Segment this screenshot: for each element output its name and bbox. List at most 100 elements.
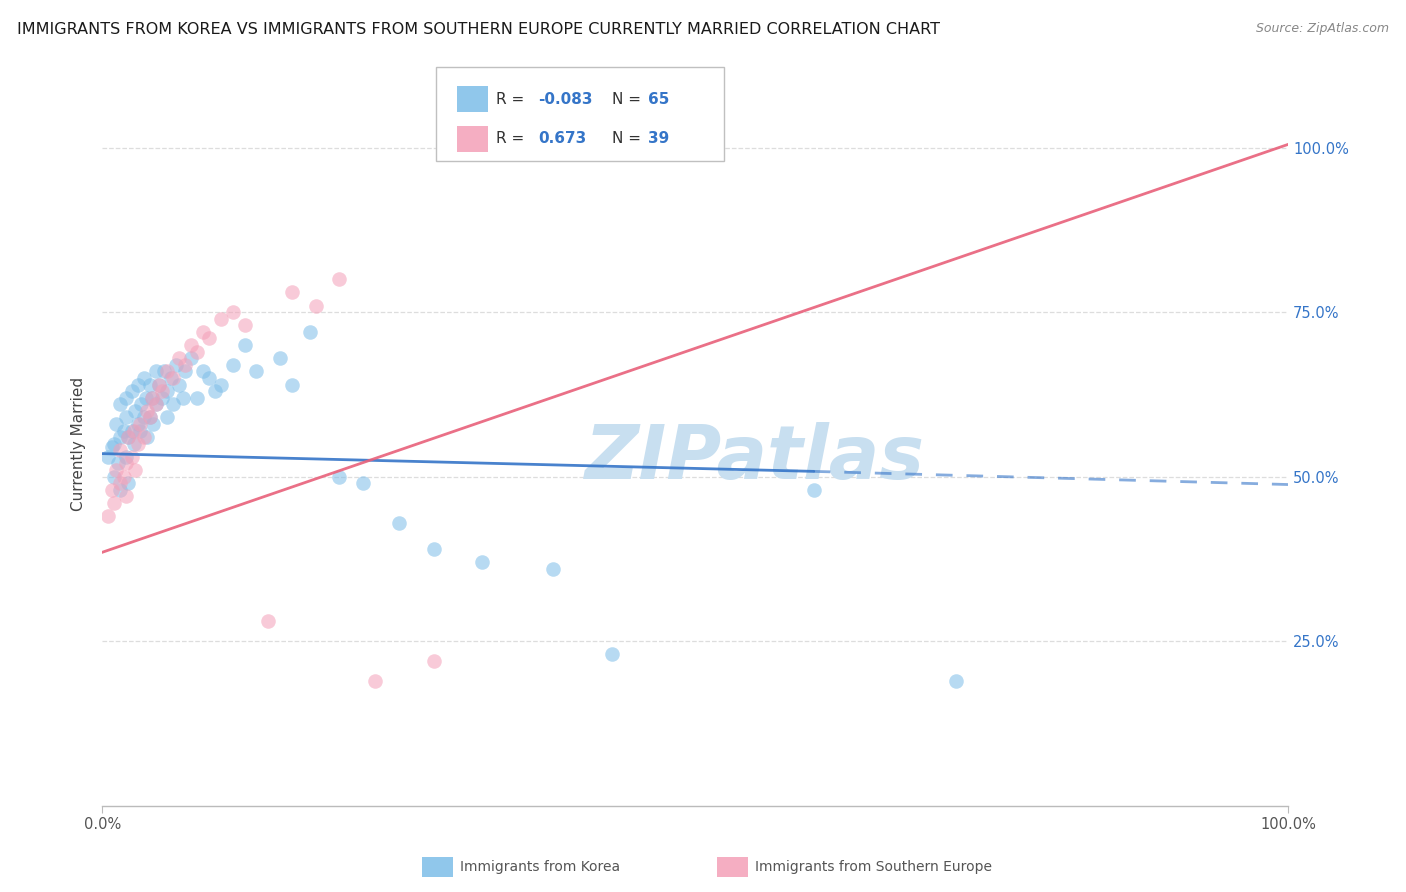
Point [136, 430, 159, 444]
Point [103, 469, 125, 483]
Text: -0.083: -0.083 [538, 92, 593, 107]
Point [165, 358, 187, 372]
Point [138, 377, 160, 392]
Point [281, 285, 304, 300]
Point [129, 417, 152, 431]
Point [328, 272, 350, 286]
Point [162, 371, 184, 385]
Point [162, 397, 184, 411]
Point [156, 410, 179, 425]
Point [100, 483, 122, 497]
Point [132, 430, 155, 444]
Point [117, 476, 139, 491]
Text: N =: N = [612, 92, 645, 107]
Point [352, 476, 374, 491]
Point [169, 377, 191, 392]
Point [108, 443, 131, 458]
Point [97, 450, 120, 464]
Point [142, 417, 165, 431]
Point [305, 299, 328, 313]
Point [122, 424, 145, 438]
Text: Immigrants from Southern Europe: Immigrants from Southern Europe [755, 860, 993, 874]
Point [105, 417, 128, 431]
Point [945, 673, 967, 688]
Point [174, 364, 197, 378]
Point [191, 325, 214, 339]
Point [115, 489, 138, 503]
Point [97, 509, 120, 524]
Text: R =: R = [496, 131, 530, 146]
Point [423, 654, 446, 668]
Point [115, 450, 138, 464]
Point [121, 424, 143, 438]
Point [148, 377, 170, 392]
Point [364, 673, 387, 688]
Text: N =: N = [612, 131, 645, 146]
Point [108, 483, 131, 497]
Text: 39: 39 [648, 131, 669, 146]
Point [103, 436, 125, 450]
Point [129, 424, 152, 438]
Point [233, 338, 256, 352]
Point [112, 469, 135, 483]
Point [121, 384, 143, 398]
Point [221, 305, 243, 319]
Point [180, 351, 202, 366]
Point [112, 424, 135, 438]
Point [145, 397, 167, 411]
Point [198, 331, 221, 345]
Point [115, 457, 138, 471]
Text: R =: R = [496, 92, 530, 107]
Point [153, 364, 176, 378]
Point [127, 377, 149, 392]
Point [204, 384, 226, 398]
Point [117, 430, 139, 444]
Point [136, 404, 159, 418]
Point [191, 364, 214, 378]
Text: Immigrants from Korea: Immigrants from Korea [460, 860, 620, 874]
Y-axis label: Currently Married: Currently Married [72, 376, 86, 511]
Point [281, 377, 304, 392]
Point [269, 351, 291, 366]
Point [141, 391, 163, 405]
Text: 65: 65 [648, 92, 669, 107]
Point [124, 463, 146, 477]
Point [131, 397, 153, 411]
Point [156, 384, 179, 398]
Point [156, 364, 179, 378]
Point [117, 430, 139, 444]
Point [138, 410, 160, 425]
Point [127, 436, 149, 450]
Point [803, 483, 825, 497]
Point [105, 463, 128, 477]
Text: IMMIGRANTS FROM KOREA VS IMMIGRANTS FROM SOUTHERN EUROPE CURRENTLY MARRIED CORRE: IMMIGRANTS FROM KOREA VS IMMIGRANTS FROM… [17, 22, 939, 37]
Point [150, 384, 173, 398]
Point [198, 371, 221, 385]
Point [186, 391, 208, 405]
Point [145, 364, 167, 378]
Point [298, 325, 321, 339]
Point [150, 391, 173, 405]
Point [257, 615, 280, 629]
Point [148, 377, 170, 392]
Point [328, 469, 350, 483]
Point [107, 457, 129, 471]
Point [388, 516, 411, 530]
Point [115, 410, 138, 425]
Point [186, 344, 208, 359]
Point [100, 440, 122, 454]
Point [600, 647, 623, 661]
Point [115, 391, 138, 405]
Point [108, 430, 131, 444]
Point [160, 371, 183, 385]
Point [172, 391, 194, 405]
Point [132, 410, 155, 425]
Point [221, 358, 243, 372]
Text: ZIPatlas: ZIPatlas [585, 422, 924, 495]
Point [124, 404, 146, 418]
Point [135, 391, 157, 405]
Point [121, 450, 143, 464]
Point [132, 371, 155, 385]
Text: Source: ZipAtlas.com: Source: ZipAtlas.com [1256, 22, 1389, 36]
Point [138, 410, 160, 425]
